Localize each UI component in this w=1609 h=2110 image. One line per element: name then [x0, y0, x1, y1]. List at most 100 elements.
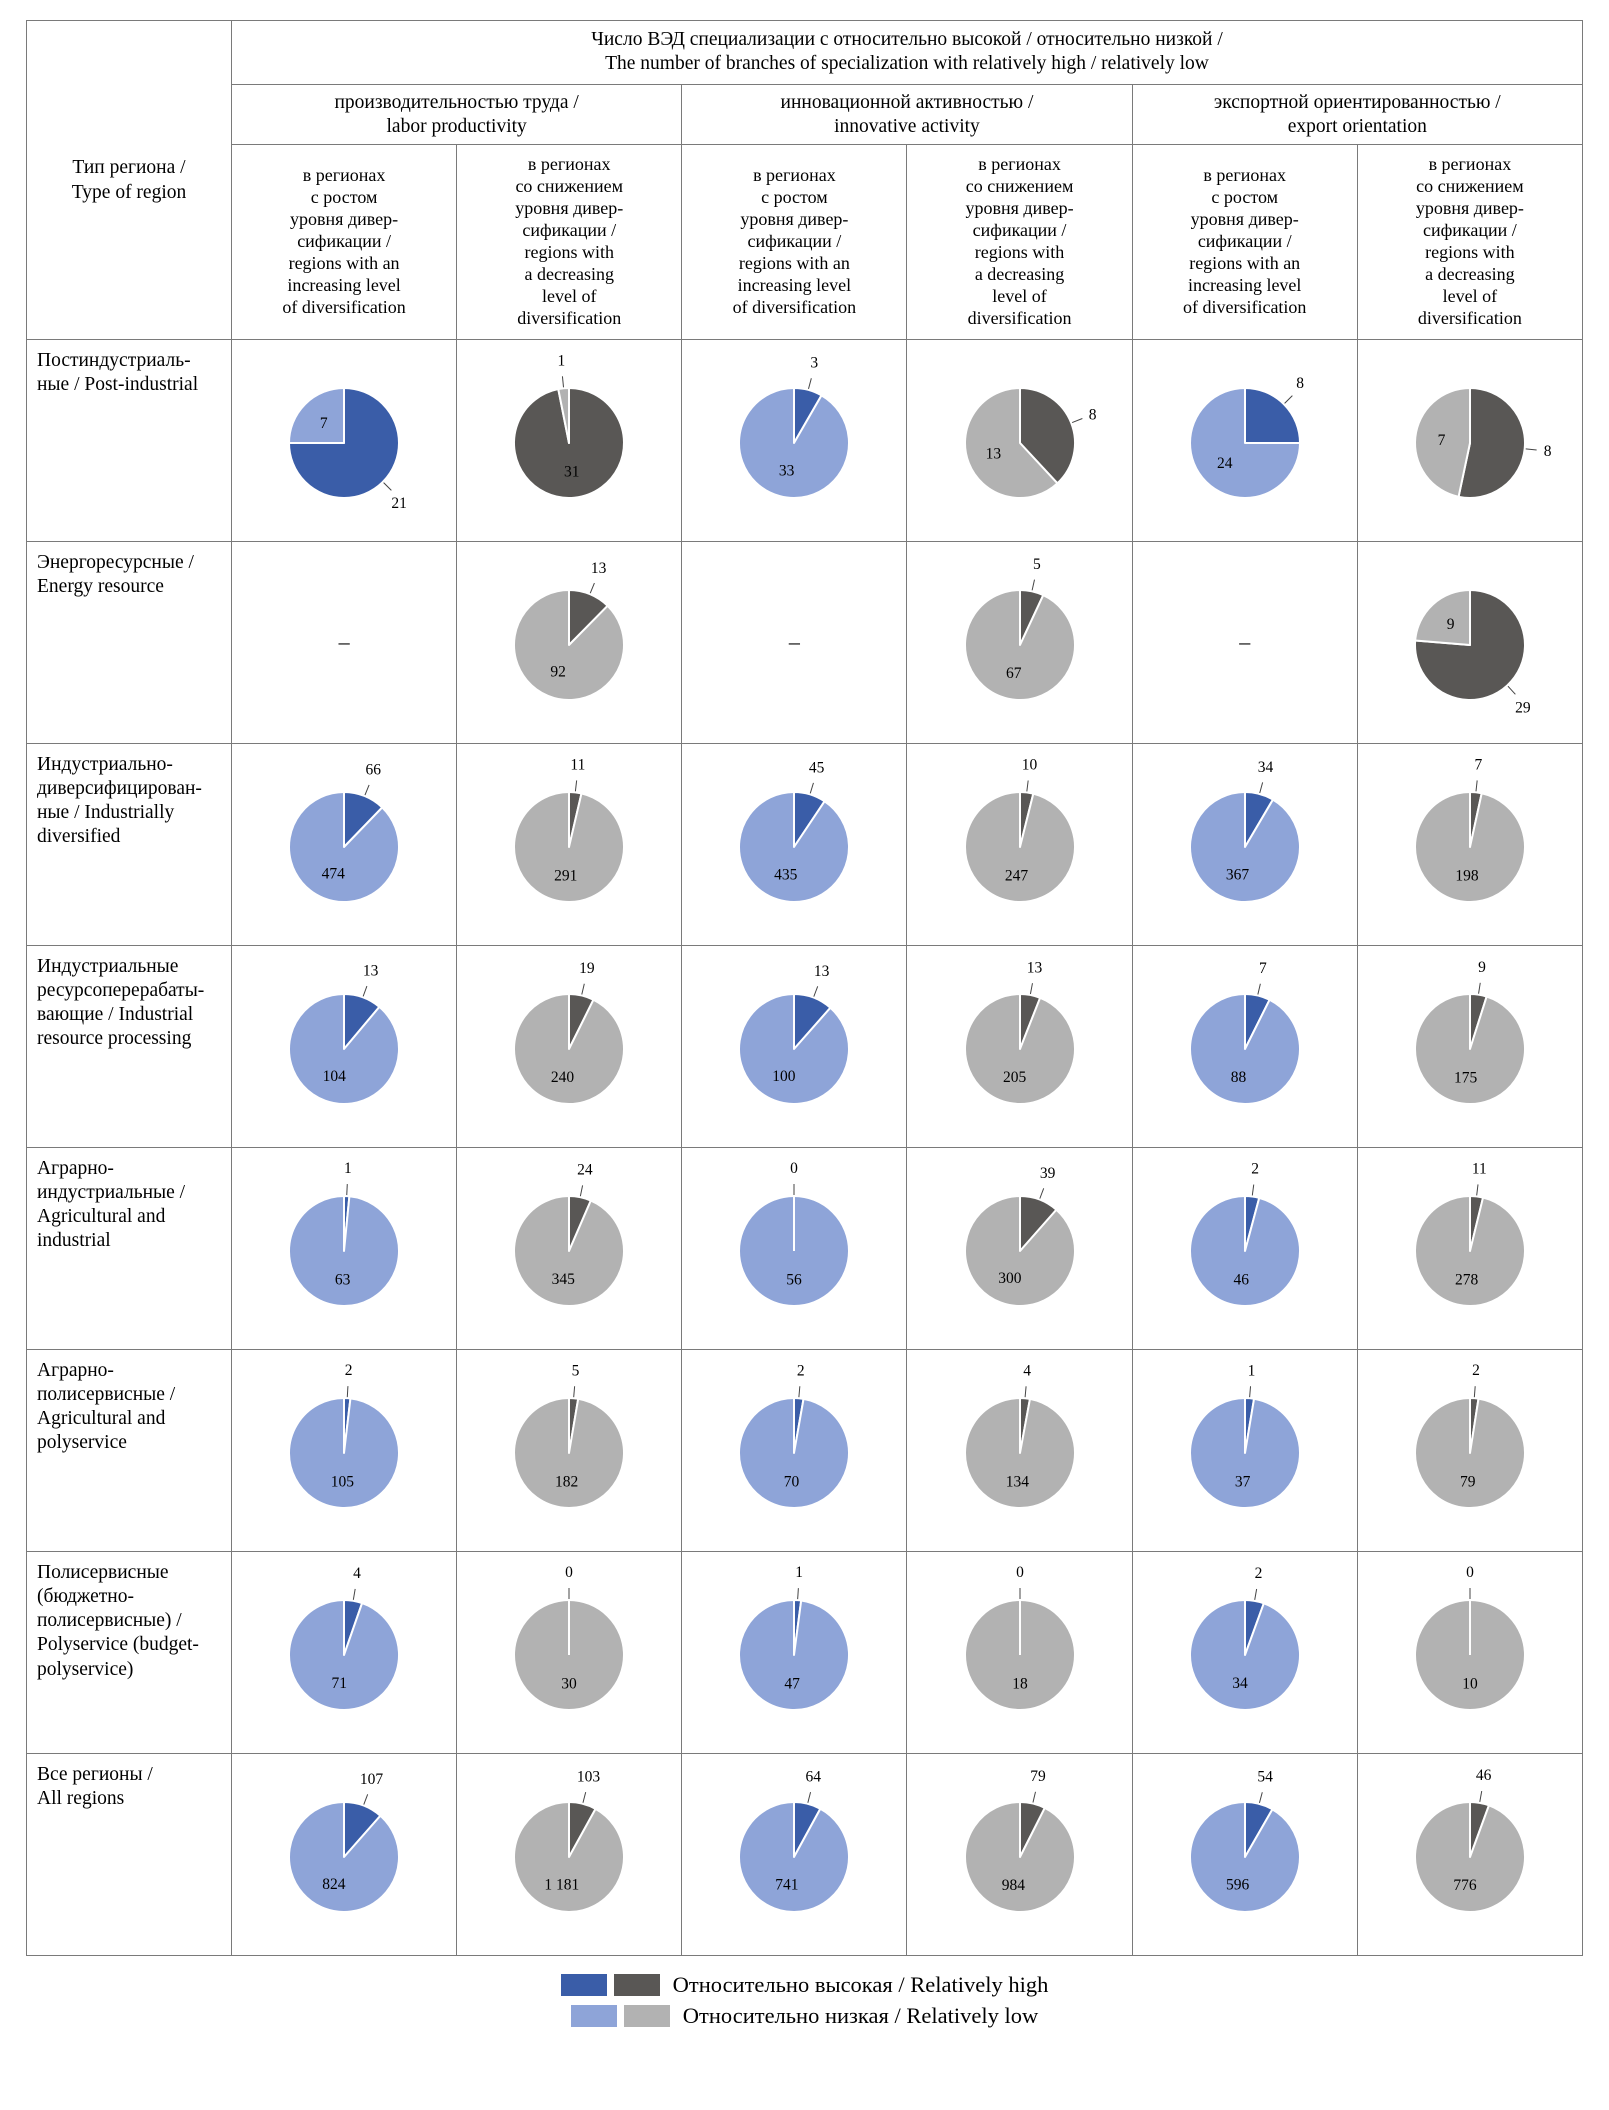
pie-cell: 31 1 — [456, 338, 683, 542]
pie-cell: 100 13 — [681, 944, 908, 1148]
pie-value-label-inside: 34 — [1232, 1676, 1248, 1693]
pie-cell: 79 2 — [1356, 1348, 1584, 1552]
pie-cell: 1 181 103 — [456, 1752, 683, 1956]
legend-label-high: Относительно высокая / Relatively high — [672, 1971, 1049, 1997]
pie-value-label-outside: 2 — [1251, 1161, 1259, 1178]
legend-swatch-high-blue — [560, 1973, 607, 1996]
subheader-innovative-decreasing: в регионах со снижением уровня дивер- си… — [906, 144, 1133, 340]
pie-cell: 33 3 — [681, 338, 908, 542]
pie-chart: 56 0 — [738, 1160, 851, 1308]
legend-swatch-low-blue — [570, 2004, 617, 2027]
pie-value-label-outside: 66 — [366, 762, 382, 779]
empty-cell: – — [230, 540, 458, 744]
legend-row-high: Относительно высокая / Relatively high — [560, 1971, 1049, 1998]
pie-value-label-outside: 0 — [565, 1564, 573, 1581]
pie-cell: 345 24 — [456, 1146, 683, 1350]
pie-value-label-outside: 5 — [572, 1363, 580, 1380]
pie-value-label-outside: 13 — [363, 963, 379, 980]
pie-cell: 240 19 — [456, 944, 683, 1148]
pie-value-label-outside: 0 — [1016, 1564, 1024, 1581]
table-title: Число ВЭД специализации с относительно в… — [231, 20, 1583, 85]
pie-cell: 105 2 — [230, 1348, 458, 1552]
pie-cell: 34 2 — [1131, 1550, 1358, 1754]
pie-cell: 182 5 — [456, 1348, 683, 1552]
pie-chart: 345 24 — [513, 1162, 626, 1308]
pie-cell: 435 45 — [681, 742, 908, 946]
pie-value-label-outside: 29 — [1515, 700, 1531, 717]
pie-chart: 37 1 — [1188, 1363, 1301, 1510]
pie-cell: 30 0 — [456, 1550, 683, 1754]
pie-value-label-inside: 300 — [998, 1270, 1022, 1287]
pie-value-label-outside: 19 — [579, 960, 595, 977]
pie-value-label-outside: 54 — [1257, 1769, 1273, 1786]
subheader-export-increasing: в регионах с ростом уровня дивер- сифика… — [1131, 144, 1358, 340]
table-row: Индустриально- диверсифицирован- ные / I… — [26, 742, 1584, 946]
pie-cell: 47 1 — [681, 1550, 908, 1754]
pie-value-label-inside: 7 — [1438, 432, 1446, 449]
pie-value-label-inside: 9 — [1447, 616, 1455, 633]
table-row: Постиндустриаль- ные / Post-industrial 7 2… — [26, 338, 1584, 542]
pie-chart: 67 5 — [963, 556, 1076, 702]
subheader-innovative-increasing: в регионах с ростом уровня дивер- сифика… — [681, 144, 908, 340]
pie-value-label-inside: 33 — [779, 463, 795, 480]
pie-value-label-outside: 10 — [1021, 757, 1037, 774]
pie-chart: 1 181 103 — [513, 1769, 626, 1914]
pie-value-label-outside: 11 — [571, 757, 586, 774]
pie-value-label-outside: 2 — [345, 1363, 353, 1380]
empty-cell: – — [681, 540, 908, 744]
pie-chart: 79 2 — [1413, 1363, 1526, 1510]
pie-chart: 435 45 — [738, 760, 851, 904]
pie-value-label-inside: 175 — [1454, 1070, 1478, 1087]
pie-value-label-outside: 1 — [796, 1565, 804, 1582]
pie-chart: 824 107 — [288, 1771, 401, 1914]
pie-chart: 100 13 — [738, 963, 851, 1106]
row-label: Индустриальные ресурсоперерабаты- вающие… — [26, 944, 232, 1148]
pie-cell: 247 10 — [906, 742, 1133, 946]
pie-value-label-inside: 278 — [1455, 1272, 1479, 1289]
pie-value-label-outside: 8 — [1088, 407, 1096, 424]
pie-value-label-outside: 79 — [1030, 1769, 1046, 1786]
pie-cell: 56 0 — [681, 1146, 908, 1350]
pie-chart: 984 79 — [963, 1769, 1076, 1914]
pie-value-label-inside: 824 — [322, 1876, 346, 1893]
pie-cell: 596 54 — [1131, 1752, 1358, 1956]
pie-chart: 104 13 — [288, 963, 401, 1106]
header-row-subcolumns: в регионах с ростом уровня дивер- сифика… — [27, 144, 1584, 340]
row-label: Аграрно- индустриальные / Agricultural a… — [26, 1146, 232, 1350]
header-row-title: Тип региона / Type of region Число ВЭД с… — [26, 20, 1583, 340]
pie-cell: 37 1 — [1131, 1348, 1358, 1552]
pie-chart: 300 39 — [963, 1165, 1076, 1308]
table-row: Аграрно- индустриальные / Agricultural a… — [26, 1146, 1584, 1350]
table-row: Аграрно- полисервисные / Agricultural an… — [26, 1348, 1584, 1552]
legend: Относительно высокая / Relatively high О… — [26, 1972, 1583, 2029]
pie-value-label-inside: 13 — [985, 446, 1001, 463]
pie-value-label-inside: 474 — [322, 866, 346, 883]
pie-value-label-outside: 5 — [1033, 556, 1041, 573]
pie-value-label-inside: 1 181 — [545, 1877, 580, 1894]
pie-chart: 776 46 — [1413, 1768, 1526, 1914]
row-label: Аграрно- полисервисные / Agricultural an… — [26, 1348, 232, 1552]
pie-chart: 71 4 — [288, 1566, 401, 1712]
pie-value-label-outside: 103 — [577, 1769, 601, 1786]
pie-value-label-inside: 24 — [1217, 456, 1233, 473]
pie-value-label-inside: 247 — [1004, 868, 1027, 885]
pie-value-label-outside: 4 — [353, 1566, 361, 1583]
pie-value-label-inside: 741 — [776, 1877, 799, 1894]
pie-cell: 104 13 — [230, 944, 458, 1148]
pie-value-label-inside: 56 — [787, 1272, 803, 1289]
pie-cell: 10 0 — [1356, 1550, 1584, 1754]
row-label: Индустриально- диверсифицирован- ные / I… — [26, 742, 232, 946]
pie-cell: 13 8 — [906, 338, 1133, 542]
pie-value-label-outside: 107 — [360, 1771, 384, 1788]
pie-value-label-inside: 63 — [335, 1272, 351, 1289]
pie-value-label-inside: 205 — [1003, 1070, 1027, 1087]
pie-chart: 240 19 — [513, 960, 626, 1106]
pie-cell: 300 39 — [906, 1146, 1133, 1350]
pie-cell: 70 2 — [681, 1348, 908, 1552]
pie-chart: 34 2 — [1188, 1566, 1301, 1712]
empty-cell: – — [1131, 540, 1358, 744]
no-data-dash: – — [788, 629, 800, 655]
